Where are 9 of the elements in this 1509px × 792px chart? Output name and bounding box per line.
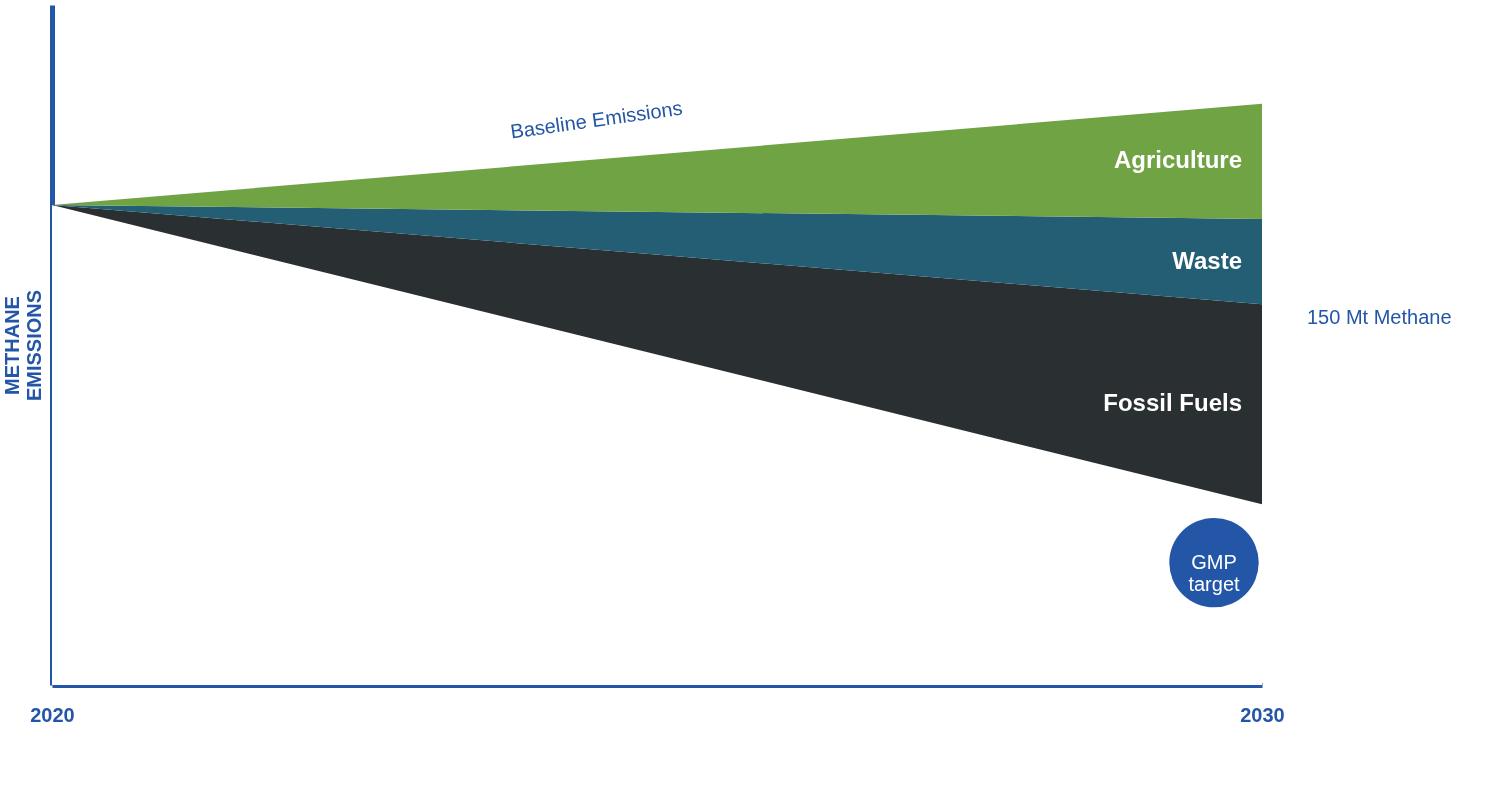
- series-label: Agriculture: [1113, 146, 1242, 174]
- annotation: Baseline Emissions: [508, 96, 684, 143]
- x-tick-label: 2020: [30, 703, 75, 726]
- text: 150 Mt Methane: [1307, 305, 1452, 328]
- y-axis-title: METHANE EMISSIONS: [0, 289, 45, 402]
- x-tick-label: 2030: [1240, 703, 1285, 726]
- annotation: GMP target: [1188, 550, 1241, 595]
- series-label: Fossil Fuels: [1103, 389, 1242, 417]
- series-label: Waste: [1172, 246, 1242, 274]
